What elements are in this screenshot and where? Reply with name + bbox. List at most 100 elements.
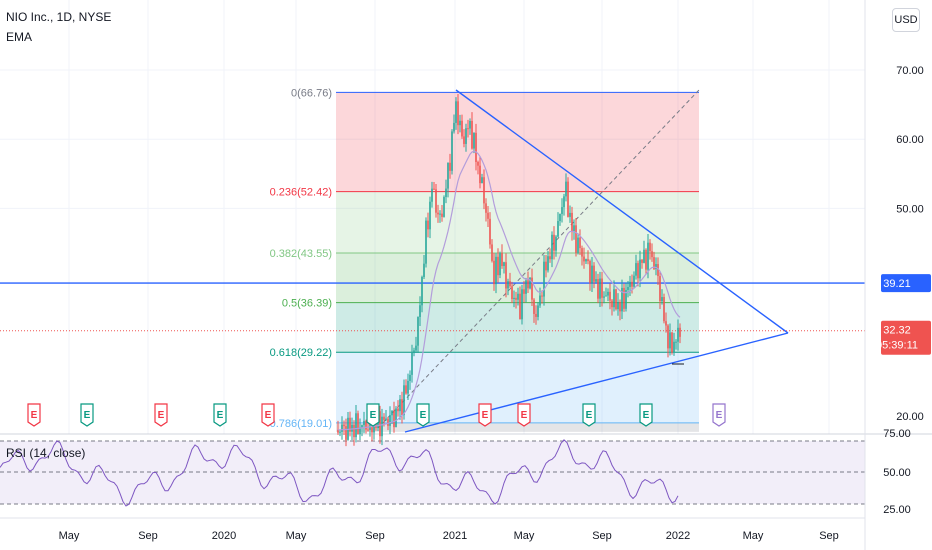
candle-body	[583, 256, 585, 262]
earnings-icon	[154, 403, 168, 427]
earnings-marker[interactable]: E	[416, 403, 430, 427]
candle-body	[471, 120, 473, 149]
earnings-marker[interactable]: E	[517, 403, 531, 427]
triangle-lower-line	[404, 332, 789, 433]
earnings-icon	[517, 403, 531, 427]
candle-body	[445, 188, 447, 198]
candle-body	[505, 262, 507, 289]
candle-body	[339, 431, 341, 433]
earnings-marker[interactable]: E	[80, 403, 94, 427]
earnings-marker-label: E	[31, 410, 38, 421]
candle-body	[403, 385, 405, 416]
candle-body	[615, 289, 617, 310]
candle-body	[349, 417, 351, 432]
candle-body	[611, 300, 613, 308]
candle-body	[621, 287, 623, 312]
candle-body	[401, 399, 403, 416]
candle-body	[461, 120, 463, 137]
earnings-marker-label: E	[370, 410, 377, 421]
candle-body	[361, 425, 363, 428]
candle-body	[673, 341, 675, 353]
currency-button[interactable]: USD	[892, 8, 920, 32]
candle-body	[563, 196, 565, 208]
candle-body	[571, 212, 573, 232]
candle-body	[627, 286, 629, 290]
candle-body	[613, 289, 615, 308]
candle-body	[537, 305, 539, 317]
earnings-marker[interactable]: E	[27, 403, 41, 427]
candle-body	[603, 296, 605, 298]
ema-indicator-label[interactable]: EMA	[6, 30, 33, 44]
candle-body	[479, 165, 481, 184]
triangle-upper-line	[455, 89, 789, 334]
rsi-line	[0, 439, 679, 507]
earnings-marker[interactable]: E	[639, 403, 653, 427]
candle-body	[449, 162, 451, 171]
candle-body	[435, 189, 437, 213]
candle-body	[661, 297, 663, 302]
earnings-marker-label: E	[586, 410, 593, 421]
candle-body	[645, 249, 647, 270]
fib-level-label: 0.5(36.39)	[282, 298, 332, 310]
level-price-text: 39.21	[883, 278, 911, 290]
candle-body	[513, 297, 515, 299]
candle-body	[573, 225, 575, 232]
candle-body	[351, 424, 353, 432]
earnings-icon	[416, 403, 430, 427]
candle-body	[631, 281, 633, 287]
candle-body	[523, 289, 525, 294]
candle-body	[587, 259, 589, 262]
earnings-marker[interactable]: E	[582, 403, 596, 427]
candle-body	[639, 259, 641, 279]
candle-body	[553, 234, 555, 251]
candle-body	[515, 297, 517, 300]
candle-body	[421, 277, 423, 306]
candle-body	[633, 275, 635, 287]
time-tick-label: May	[286, 530, 307, 542]
earnings-marker[interactable]: E	[261, 403, 275, 427]
candle-body	[617, 302, 619, 310]
earnings-icon	[27, 403, 41, 427]
fib-zone	[336, 302, 699, 353]
earnings-marker[interactable]: E	[366, 403, 380, 427]
candle-body	[481, 177, 483, 184]
candle-body	[671, 332, 673, 353]
time-tick-label: Sep	[365, 530, 385, 542]
candle-body	[469, 120, 471, 129]
candle-body	[451, 131, 453, 171]
earnings-icon	[80, 403, 94, 427]
candle-body	[415, 345, 417, 351]
fib-level-label: 0.382(43.55)	[270, 248, 332, 260]
candle-body	[489, 218, 491, 245]
rsi-tick-label: 25.00	[883, 504, 911, 516]
candle-body	[535, 313, 537, 317]
earnings-marker[interactable]: E	[154, 403, 168, 427]
candle-body	[411, 352, 413, 375]
time-tick-label: 2022	[666, 530, 690, 542]
candle-body	[477, 161, 479, 166]
candle-body	[541, 295, 543, 297]
candle-body	[341, 424, 343, 432]
earnings-marker[interactable]: E	[478, 403, 492, 427]
candle-body	[607, 291, 609, 296]
earnings-marker[interactable]: E	[213, 403, 227, 427]
candle-body	[663, 297, 665, 322]
candle-body	[485, 203, 487, 213]
candle-body	[619, 302, 621, 312]
candle-body	[389, 415, 391, 426]
candle-body	[675, 341, 677, 343]
candle-body	[559, 213, 561, 222]
candle-body	[487, 212, 489, 219]
candle-body	[575, 225, 577, 253]
rsi-indicator-label[interactable]: RSI (14, close)	[6, 446, 86, 460]
time-tick-label: May	[514, 530, 535, 542]
candle-body	[555, 236, 557, 251]
candle-body	[609, 291, 611, 301]
candle-body	[601, 278, 603, 298]
earnings-marker[interactable]: E	[712, 403, 726, 427]
candle-body	[499, 253, 501, 276]
candle-body	[337, 429, 339, 433]
candle-body	[509, 281, 511, 287]
earnings-icon	[213, 403, 227, 427]
candle-body	[651, 251, 653, 258]
